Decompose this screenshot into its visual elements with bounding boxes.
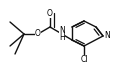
Text: Cl: Cl <box>80 55 88 65</box>
Text: H: H <box>59 33 65 42</box>
Text: O: O <box>35 30 41 39</box>
Text: O: O <box>47 8 53 18</box>
Text: N: N <box>104 32 110 41</box>
Text: N: N <box>59 26 65 35</box>
